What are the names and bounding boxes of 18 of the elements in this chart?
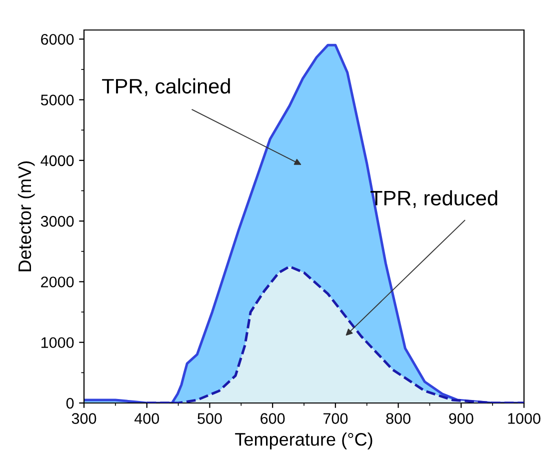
x-tick-label: 300 <box>72 413 96 424</box>
x-tick-label: 700 <box>323 413 348 424</box>
x-tick-label: 800 <box>386 413 410 424</box>
x-tick-label: 400 <box>134 413 160 424</box>
x-tick-label: 500 <box>198 413 222 424</box>
x-tick-label: 900 <box>449 413 474 424</box>
x-tick-label: 1000 <box>508 413 540 424</box>
y-tick-label: 2000 <box>41 276 74 288</box>
y-tick-label: 4000 <box>40 155 74 166</box>
x-tick-label: 600 <box>260 413 285 424</box>
y-tick-label: 6000 <box>41 34 74 45</box>
y-tick-label: 5000 <box>40 94 74 106</box>
y-tick-label: 3000 <box>40 216 74 227</box>
y-tick-label: 1000 <box>41 337 74 348</box>
y-axis-title: Detector (mV) <box>18 161 35 272</box>
annotation: TPR, calcined <box>102 78 230 96</box>
x-axis-title: Temperature (°C) <box>235 432 372 450</box>
y-tick-label: 0 <box>66 398 74 409</box>
